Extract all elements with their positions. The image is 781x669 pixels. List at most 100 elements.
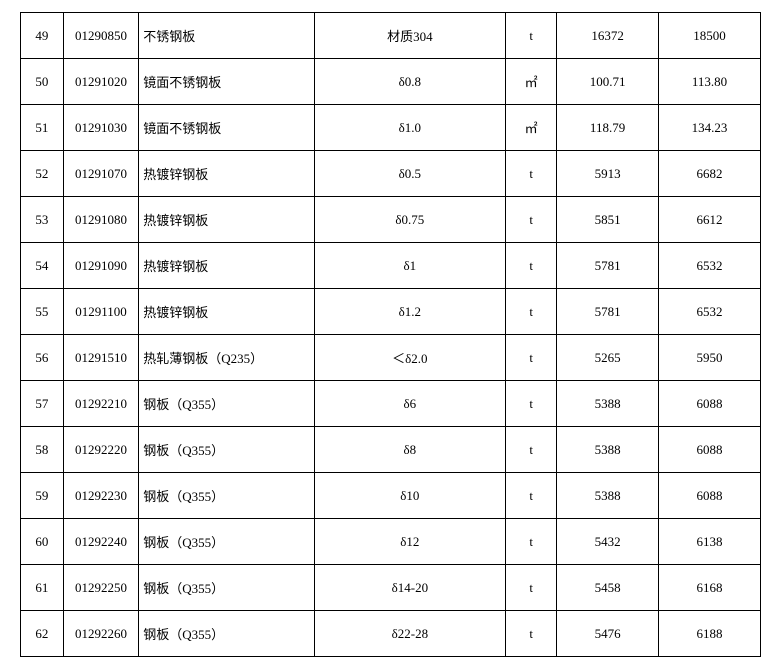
cell-price2: 6532 xyxy=(659,289,761,335)
cell-code: 01291100 xyxy=(63,289,138,335)
cell-seq: 61 xyxy=(21,565,64,611)
cell-name: 钢板（Q355） xyxy=(139,611,314,657)
cell-price2: 18500 xyxy=(659,13,761,59)
cell-price2: 6188 xyxy=(659,611,761,657)
cell-code: 01292230 xyxy=(63,473,138,519)
cell-seq: 51 xyxy=(21,105,64,151)
cell-price1: 5913 xyxy=(557,151,659,197)
cell-unit: t xyxy=(506,473,557,519)
cell-code: 01291510 xyxy=(63,335,138,381)
cell-price2: 6612 xyxy=(659,197,761,243)
cell-unit: t xyxy=(506,335,557,381)
cell-name: 钢板（Q355） xyxy=(139,519,314,565)
cell-name: 钢板（Q355） xyxy=(139,565,314,611)
materials-price-table: 4901290850不锈钢板材质304t16372185005001291020… xyxy=(20,12,761,657)
cell-name: 镜面不锈钢板 xyxy=(139,59,314,105)
table-row: 5801292220钢板（Q355）δ8t53886088 xyxy=(21,427,761,473)
cell-spec: δ6 xyxy=(314,381,506,427)
cell-spec: ＜δ2.0 xyxy=(314,335,506,381)
cell-spec: δ10 xyxy=(314,473,506,519)
cell-code: 01291030 xyxy=(63,105,138,151)
cell-seq: 56 xyxy=(21,335,64,381)
cell-code: 01292210 xyxy=(63,381,138,427)
cell-name: 钢板（Q355） xyxy=(139,473,314,519)
cell-spec: 材质304 xyxy=(314,13,506,59)
cell-unit: ㎡ xyxy=(506,105,557,151)
table-row: 5701292210钢板（Q355）δ6t53886088 xyxy=(21,381,761,427)
table-row: 5101291030镜面不锈钢板δ1.0㎡118.79134.23 xyxy=(21,105,761,151)
cell-seq: 54 xyxy=(21,243,64,289)
cell-unit: t xyxy=(506,611,557,657)
cell-code: 01290850 xyxy=(63,13,138,59)
cell-unit: t xyxy=(506,381,557,427)
cell-seq: 49 xyxy=(21,13,64,59)
cell-price1: 118.79 xyxy=(557,105,659,151)
cell-unit: t xyxy=(506,289,557,335)
cell-spec: δ0.75 xyxy=(314,197,506,243)
cell-price2: 6138 xyxy=(659,519,761,565)
cell-price1: 5458 xyxy=(557,565,659,611)
cell-code: 01292240 xyxy=(63,519,138,565)
cell-seq: 57 xyxy=(21,381,64,427)
cell-price1: 5388 xyxy=(557,381,659,427)
cell-price1: 5781 xyxy=(557,243,659,289)
cell-code: 01292250 xyxy=(63,565,138,611)
cell-seq: 59 xyxy=(21,473,64,519)
cell-code: 01291090 xyxy=(63,243,138,289)
cell-spec: δ0.8 xyxy=(314,59,506,105)
cell-seq: 58 xyxy=(21,427,64,473)
cell-spec: δ14-20 xyxy=(314,565,506,611)
cell-name: 镜面不锈钢板 xyxy=(139,105,314,151)
cell-price1: 5265 xyxy=(557,335,659,381)
cell-code: 01292260 xyxy=(63,611,138,657)
table-row: 6201292260钢板（Q355）δ22-28t54766188 xyxy=(21,611,761,657)
cell-price1: 5476 xyxy=(557,611,659,657)
table-row: 5201291070热镀锌钢板δ0.5t59136682 xyxy=(21,151,761,197)
cell-code: 01291020 xyxy=(63,59,138,105)
table-row: 5901292230钢板（Q355）δ10t53886088 xyxy=(21,473,761,519)
cell-name: 钢板（Q355） xyxy=(139,381,314,427)
cell-unit: t xyxy=(506,427,557,473)
table-row: 5601291510热轧薄钢板（Q235）＜δ2.0t52655950 xyxy=(21,335,761,381)
cell-price1: 5388 xyxy=(557,427,659,473)
cell-unit: t xyxy=(506,519,557,565)
cell-unit: t xyxy=(506,13,557,59)
cell-name: 热轧薄钢板（Q235） xyxy=(139,335,314,381)
cell-unit: t xyxy=(506,243,557,289)
cell-name: 热镀锌钢板 xyxy=(139,243,314,289)
cell-name: 不锈钢板 xyxy=(139,13,314,59)
cell-price2: 5950 xyxy=(659,335,761,381)
cell-price2: 6088 xyxy=(659,381,761,427)
cell-price2: 113.80 xyxy=(659,59,761,105)
cell-seq: 55 xyxy=(21,289,64,335)
cell-spec: δ22-28 xyxy=(314,611,506,657)
cell-unit: t xyxy=(506,197,557,243)
cell-spec: δ1.0 xyxy=(314,105,506,151)
cell-seq: 60 xyxy=(21,519,64,565)
cell-price2: 6168 xyxy=(659,565,761,611)
cell-spec: δ0.5 xyxy=(314,151,506,197)
cell-unit: t xyxy=(506,565,557,611)
cell-seq: 52 xyxy=(21,151,64,197)
cell-price1: 100.71 xyxy=(557,59,659,105)
cell-seq: 50 xyxy=(21,59,64,105)
cell-price2: 6088 xyxy=(659,427,761,473)
cell-spec: δ1 xyxy=(314,243,506,289)
cell-spec: δ12 xyxy=(314,519,506,565)
cell-code: 01291080 xyxy=(63,197,138,243)
cell-price2: 134.23 xyxy=(659,105,761,151)
cell-price2: 6532 xyxy=(659,243,761,289)
table-row: 5501291100热镀锌钢板δ1.2t57816532 xyxy=(21,289,761,335)
cell-price1: 5781 xyxy=(557,289,659,335)
cell-name: 热镀锌钢板 xyxy=(139,289,314,335)
cell-price1: 16372 xyxy=(557,13,659,59)
cell-unit: ㎡ xyxy=(506,59,557,105)
cell-price2: 6088 xyxy=(659,473,761,519)
table-row: 6101292250钢板（Q355）δ14-20t54586168 xyxy=(21,565,761,611)
cell-name: 热镀锌钢板 xyxy=(139,197,314,243)
table-body: 4901290850不锈钢板材质304t16372185005001291020… xyxy=(21,13,761,657)
table-row: 5401291090热镀锌钢板δ1t57816532 xyxy=(21,243,761,289)
cell-seq: 53 xyxy=(21,197,64,243)
table-row: 5001291020镜面不锈钢板δ0.8㎡100.71113.80 xyxy=(21,59,761,105)
cell-name: 钢板（Q355） xyxy=(139,427,314,473)
